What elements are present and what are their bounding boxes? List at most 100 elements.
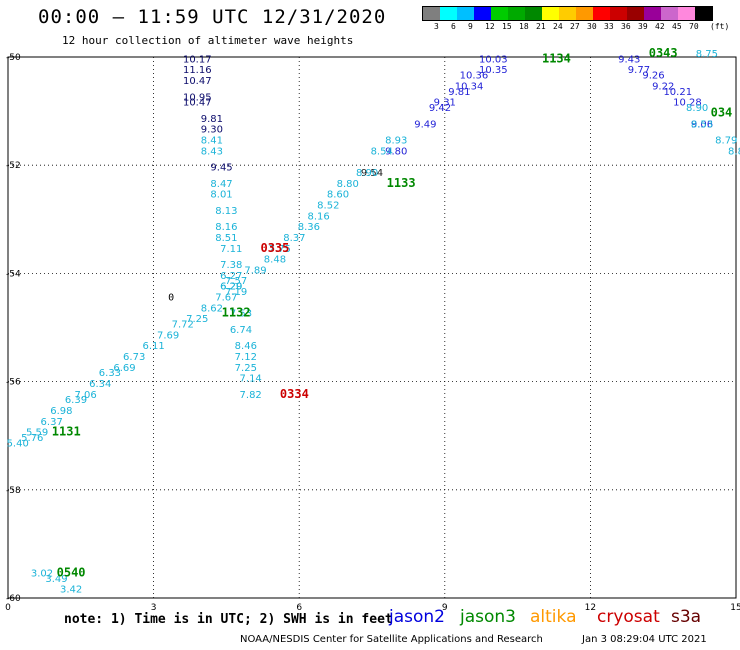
wave-height-value: 8.80 (337, 179, 359, 190)
wave-height-value: 7.89 (244, 265, 266, 276)
legend-tick-label: 70 (689, 22, 699, 31)
wave-height-value: 6.33 (99, 368, 121, 379)
legend-tick-label: 33 (604, 22, 614, 31)
page-subtitle: 12 hour collection of altimeter wave hei… (62, 34, 354, 47)
legend-tick-label: 6 (451, 22, 456, 31)
map-frame (7, 56, 737, 599)
legend-tick-label: 21 (536, 22, 546, 31)
satellite-legend-jason2: jason2 (389, 607, 445, 627)
legend-swatch (474, 7, 491, 20)
wave-height-value: 8.62 (201, 303, 223, 314)
wave-height-value: 9.45 (210, 163, 232, 174)
legend-swatch (525, 7, 542, 20)
altimeter-observations: 10.0310.3510.3610.349.819.319.429.499.80… (7, 49, 740, 596)
wave-height-value: 8.8 (728, 146, 740, 157)
wave-height-value: 6.34 (89, 379, 111, 390)
wave-height-value: 8.36 (298, 222, 320, 233)
wave-height-value: 8.52 (317, 200, 339, 211)
wave-height-value: 8.46 (235, 341, 257, 352)
legend-swatch (576, 7, 593, 20)
marker-zero: 0 (168, 292, 174, 303)
wave-height-value: 8.43 (201, 146, 223, 157)
wave-height-value: 8.48 (264, 255, 286, 266)
wave-height-value: 9.31 (434, 98, 456, 109)
wave-height-value: 8.53 (691, 119, 713, 130)
legend-swatch (610, 7, 627, 20)
wave-height-value: 6.11 (142, 341, 164, 352)
legend-tick-label: 45 (672, 22, 682, 31)
legend-tick-label: (ft) (710, 22, 730, 31)
wave-height-value: 10.17 (183, 54, 212, 65)
map-grid (8, 57, 736, 598)
satellite-legend-cryosat: cryosat (597, 607, 660, 627)
y-tick-label: -60 (6, 594, 21, 604)
wave-height-value: 9.26 (642, 71, 664, 82)
wave-height-value: 7.25 (235, 363, 257, 374)
pass-time-label: 0335 (260, 241, 289, 255)
wave-height-value: 5.76 (21, 433, 43, 444)
wave-height-value: 9.06 (691, 119, 713, 130)
legend-tick-label: 30 (587, 22, 597, 31)
wave-height-value: 11.16 (183, 65, 212, 76)
pass-time-label: 0343 (649, 46, 678, 60)
x-tick-label: 9 (442, 603, 448, 613)
wave-height-value: 10.47 (183, 76, 212, 87)
footer-credit: NOAA/NESDIS Center for Satellite Applica… (240, 634, 543, 645)
legend-swatch (678, 7, 695, 20)
satellite-legend-jason3: jason3 (460, 607, 516, 627)
wave-height-value: 8.79 (715, 136, 737, 147)
wave-height-value: 7.82 (240, 390, 262, 401)
wave-height-value: 10.03 (479, 54, 508, 65)
legend-tick-label: 9 (468, 22, 473, 31)
legend-swatch (491, 7, 508, 20)
wave-height-value: 7.06 (75, 390, 97, 401)
wave-height-value: 7.75 (269, 244, 291, 255)
wave-height-value: 8.37 (283, 233, 305, 244)
wave-height-value: 10.35 (479, 65, 508, 76)
wave-height-value: 10.47 (183, 98, 212, 109)
wave-height-value: 7.67 (215, 292, 237, 303)
wave-height-value: 6.37 (41, 417, 63, 428)
legend-tick-label: 42 (655, 22, 665, 31)
wave-height-value: 7.12 (235, 352, 257, 363)
pass-time-label: 1131 (52, 425, 81, 439)
x-tick-label: 15 (730, 603, 740, 613)
wave-height-value: 8.16 (307, 211, 329, 222)
legend-swatch (508, 7, 525, 20)
wave-height-value: 3.49 (45, 574, 67, 585)
wave-height-value: 8.47 (210, 179, 232, 190)
page-title: 00:00 – 11:59 UTC 12/31/2020 (38, 6, 387, 28)
wave-height-value: 9.80 (385, 146, 407, 157)
legend-swatch (559, 7, 576, 20)
wave-height-value: 9.54 (361, 168, 383, 179)
wave-height-value: 7.25 (186, 314, 208, 325)
wave-height-value: 7.53 (230, 309, 252, 320)
wave-height-value: 10.36 (460, 71, 489, 82)
wave-height-value: 8.16 (215, 222, 237, 233)
wave-height-value: 8.51 (215, 233, 237, 244)
legend-swatch (627, 7, 644, 20)
wave-height-value: 3.42 (60, 585, 82, 596)
legend-tick-label: 39 (638, 22, 648, 31)
wave-height-value: 9.81 (201, 114, 223, 125)
wave-height-value: 3.02 (31, 568, 53, 579)
wave-height-value: 6.20 (220, 282, 242, 293)
wave-height-value: 10.21 (663, 87, 692, 98)
x-tick-label: 0 (5, 603, 11, 613)
legend-swatch (661, 7, 678, 20)
legend-tick-label: 12 (485, 22, 495, 31)
y-tick-label: -50 (6, 53, 21, 63)
pass-time-label: 1134 (542, 51, 571, 65)
wave-height-value: 9.30 (201, 125, 223, 136)
wave-height-value: 7.57 (225, 276, 247, 287)
wave-height-value: 8.54 (371, 146, 393, 157)
wave-height-value: 6.73 (123, 352, 145, 363)
wave-height-value: 7.14 (240, 374, 262, 385)
wave-height-value: 6.98 (50, 406, 72, 417)
wave-height-value: 9.22 (652, 81, 674, 92)
legend-swatch (440, 7, 457, 20)
legend-swatch (593, 7, 610, 20)
footer-note: note: 1) Time is in UTC; 2) SWH is in fe… (64, 612, 393, 627)
color-scale-ticks: 3 6 9 12 15 18 21 24 27 30 33 36 39 42 45 70 (ft) (422, 22, 740, 34)
